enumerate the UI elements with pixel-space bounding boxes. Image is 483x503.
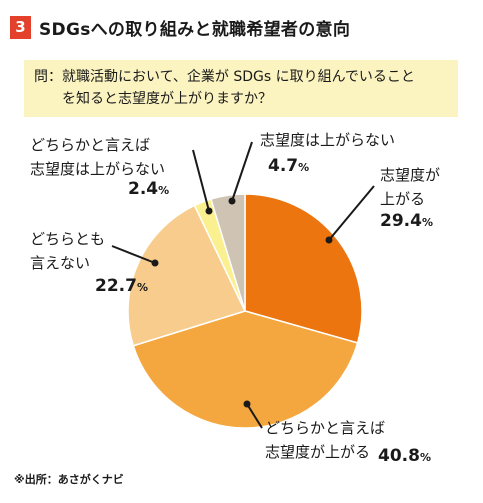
pie-slice: [132, 310, 359, 429]
leader-dot: [151, 259, 159, 267]
pie-slice: [244, 193, 363, 344]
slice-label: どちらかと言えば: [265, 419, 385, 437]
leader-dot: [325, 236, 333, 244]
slice-value-label: 29.4%: [380, 211, 433, 231]
section-number-badge: 3: [10, 15, 31, 39]
slice-label: どちらとも: [30, 230, 105, 248]
footnote: ※出所：あさがくナビ: [14, 473, 124, 486]
leader-dot: [243, 400, 251, 408]
leader-line: [246, 403, 263, 429]
slice-label: 志望度は上がらない: [260, 131, 395, 149]
leader-line: [111, 245, 156, 264]
question-line-1: 問：就職活動において、企業が SDGs に取り組んでいること: [34, 69, 415, 85]
question-text: 問：就職活動において、企業が SDGs に取り組んでいること を知ると志望度が上…: [34, 66, 415, 110]
question-line-2: を知ると志望度が上がりますか？: [34, 91, 272, 107]
leader-line: [192, 149, 210, 212]
leader-dot: [205, 207, 213, 215]
slice-label: 言えない: [30, 254, 90, 272]
pie-slice: [127, 204, 247, 347]
leader-line: [328, 185, 375, 241]
chart-title: SDGsへの取り組みと就職希望者の意向: [39, 19, 351, 40]
leader-line: [231, 141, 253, 202]
slice-value-label: 4.7%: [268, 156, 309, 176]
slice-label: 志望度は上がらない: [30, 160, 165, 178]
slice-value-label: 22.7%: [95, 276, 148, 296]
slice-label: 志望度が: [380, 166, 440, 184]
slice-value-label: 40.8%: [378, 446, 431, 466]
leader-dot: [228, 197, 236, 205]
pie-slice: [210, 193, 246, 312]
slice-value-label: 2.4%: [128, 179, 169, 199]
question-box: 問：就職活動において、企業が SDGs に取り組んでいること を知ると志望度が上…: [24, 60, 458, 117]
slice-label: 上がる: [380, 190, 425, 208]
chart-header: 3 SDGsへの取り組みと就職希望者の意向: [10, 12, 350, 42]
slice-label: 志望度が上がる: [265, 443, 370, 461]
slice-label: どちらかと言えば: [30, 136, 150, 154]
